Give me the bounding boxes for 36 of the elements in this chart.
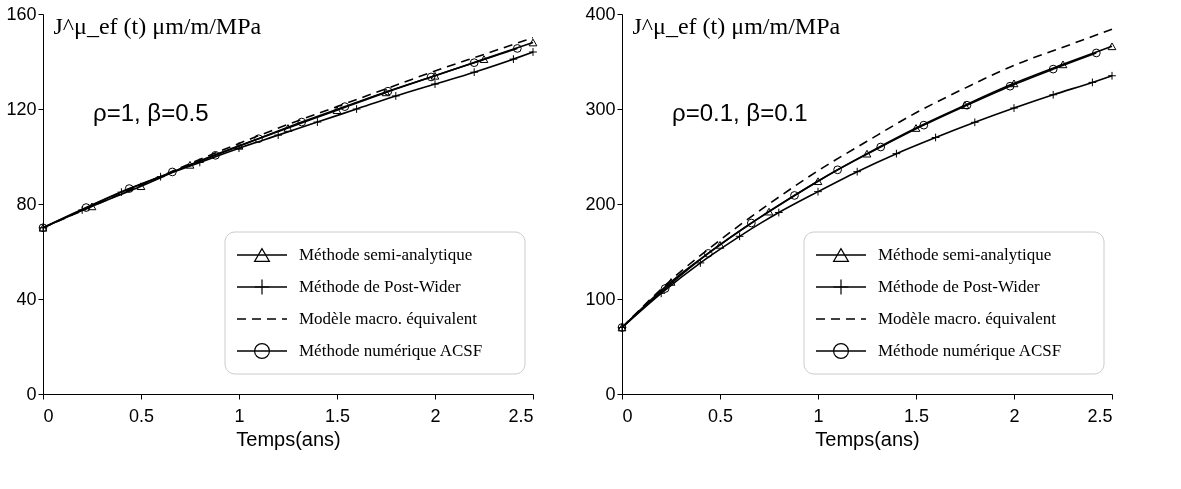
y-tick-label: 200 xyxy=(585,193,616,214)
x-tick-label: 0.5 xyxy=(128,405,155,426)
x-tick-label: 1 xyxy=(813,405,824,426)
annotation: ρ=1, β=0.5 xyxy=(93,99,209,126)
y-tick-label: 120 xyxy=(6,98,37,119)
x-axis-title: Temps(ans) xyxy=(815,427,920,450)
y-tick-label: 40 xyxy=(16,288,37,309)
x-tick-label: 2 xyxy=(430,405,441,426)
y-axis-title: J^μ_ef (t) μm/m/MPa xyxy=(53,12,262,39)
x-tick-label: 2.5 xyxy=(508,405,534,426)
x-tick-label: 2.5 xyxy=(1087,405,1113,426)
x-tick-label: 1 xyxy=(234,405,245,426)
x-tick-label: 0 xyxy=(43,405,54,426)
y-tick-label: 0 xyxy=(605,383,616,404)
x-axis-title: Temps(ans) xyxy=(236,427,341,450)
y-axis-title: J^μ_ef (t) μm/m/MPa xyxy=(632,12,841,39)
x-tick-label: 0.5 xyxy=(707,405,734,426)
annotation: ρ=0.1, β=0.1 xyxy=(672,99,808,126)
x-tick-label: 1.5 xyxy=(903,405,930,426)
y-tick-label: 400 xyxy=(585,3,616,24)
y-tick-label: 300 xyxy=(585,98,616,119)
y-tick-label: 80 xyxy=(16,193,37,214)
legend-label: Méthode de Post-Wider xyxy=(878,277,1041,296)
legend-label: Méthode numérique ACSF xyxy=(299,341,483,360)
legend-label: Méthode de Post-Wider xyxy=(299,277,462,296)
y-tick-label: 100 xyxy=(585,288,616,309)
x-tick-label: 1.5 xyxy=(324,405,351,426)
legend-label: Modèle macro. équivalent xyxy=(299,309,478,328)
legend-label: Modèle macro. équivalent xyxy=(878,309,1057,328)
legend-label: Méthode semi-analytique xyxy=(299,245,473,264)
y-tick-label: 160 xyxy=(6,3,37,24)
x-tick-label: 0 xyxy=(622,405,633,426)
y-tick-label: 0 xyxy=(26,383,37,404)
x-tick-label: 2 xyxy=(1009,405,1020,426)
legend-label: Méthode numérique ACSF xyxy=(878,341,1062,360)
legend-label: Méthode semi-analytique xyxy=(878,245,1052,264)
